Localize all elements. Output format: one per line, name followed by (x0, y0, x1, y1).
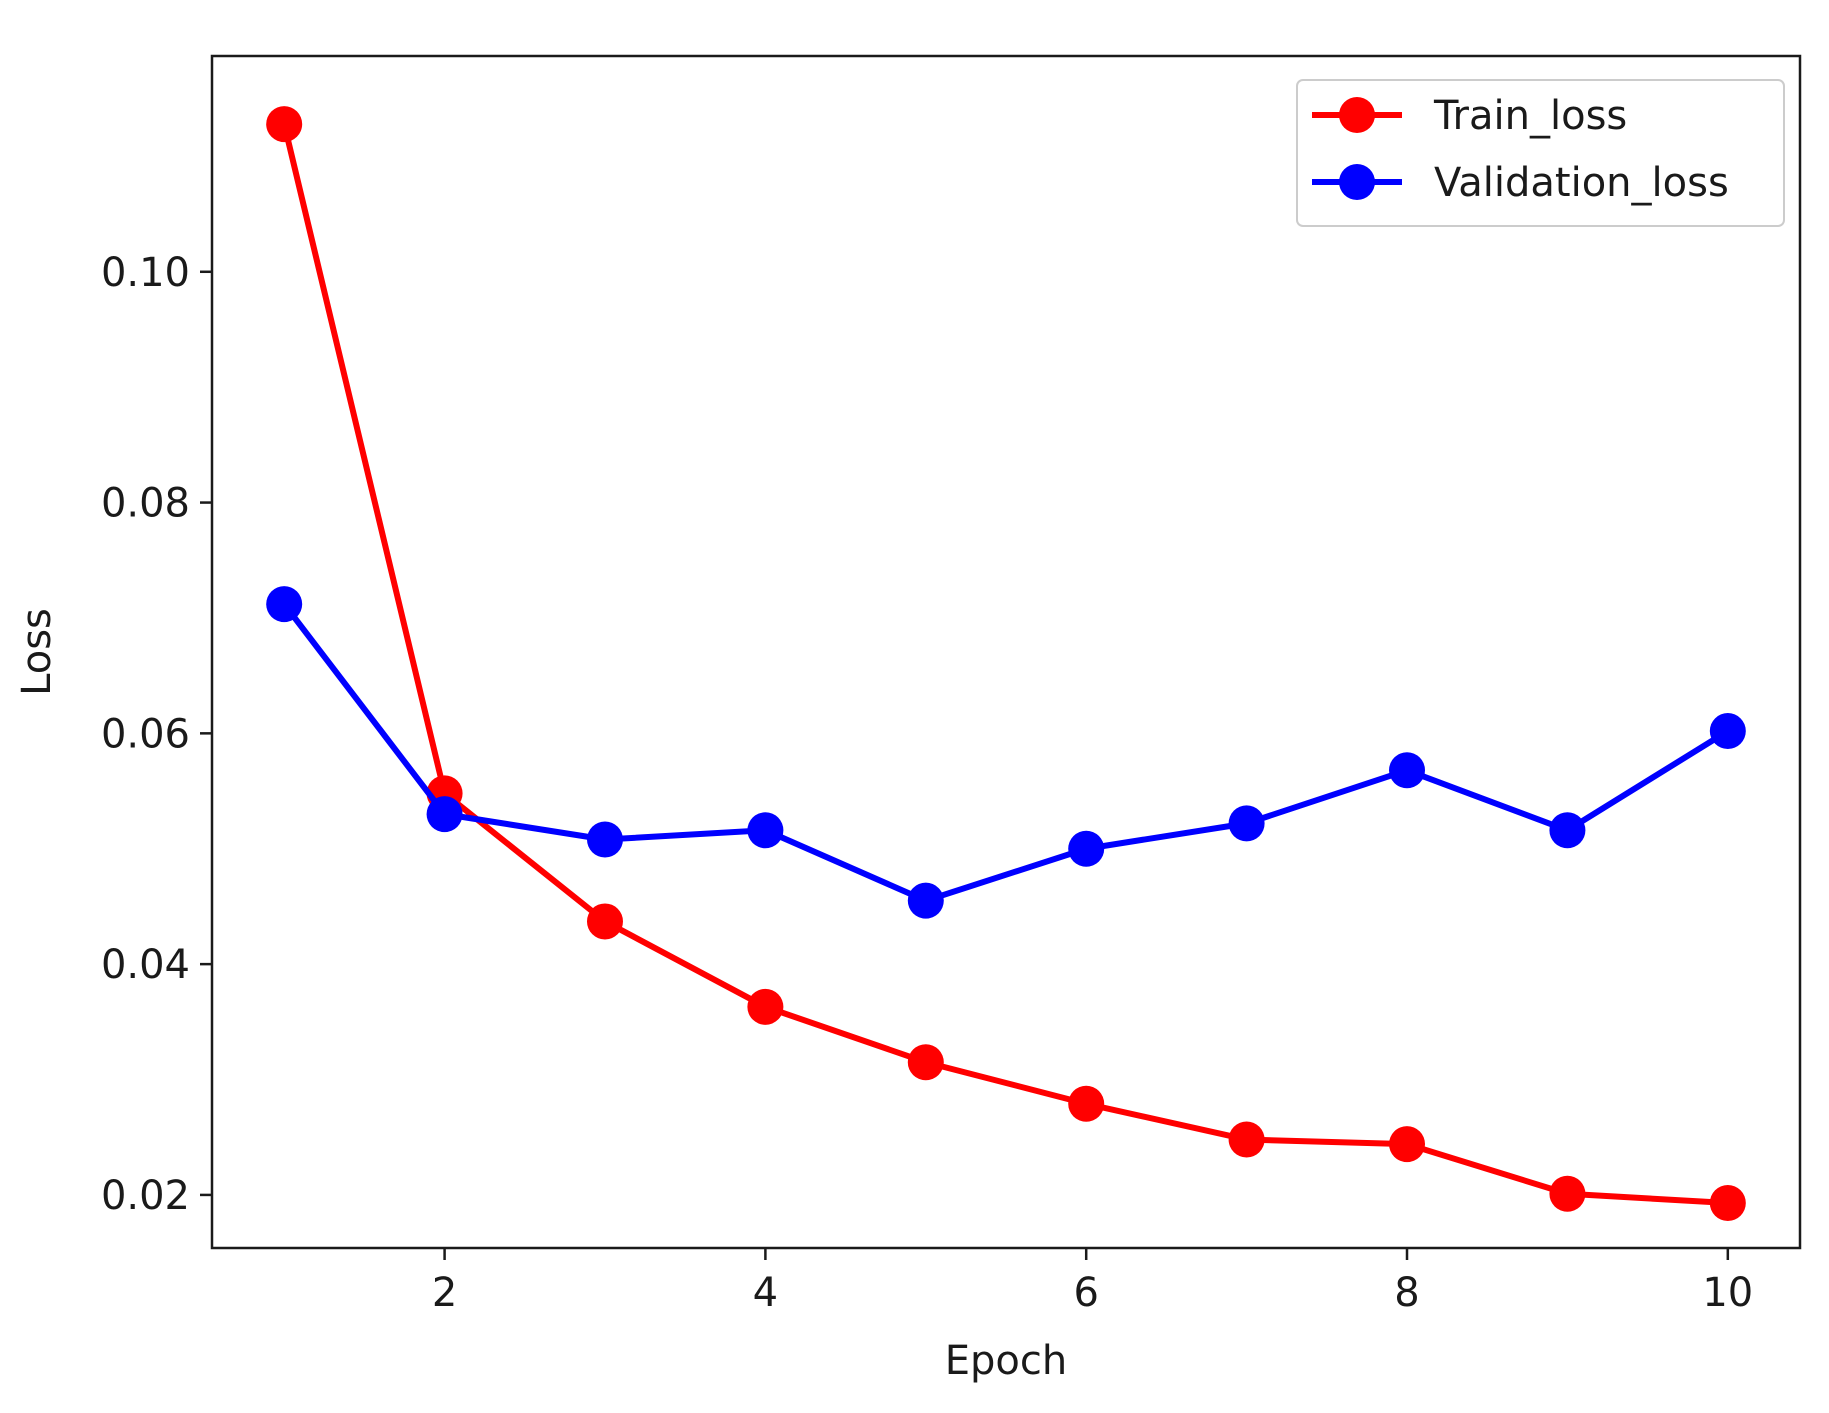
x-tick-label: 6 (1073, 1270, 1098, 1316)
x-tick-label: 2 (432, 1270, 457, 1316)
x-axis-label: Epoch (945, 1338, 1067, 1384)
y-axis-label: Loss (14, 608, 60, 696)
legend: Train_loss Validation_loss (1296, 79, 1785, 227)
legend-label: Train_loss (1433, 93, 1627, 139)
plot-area-frame (210, 54, 1802, 1250)
data-point-validation-loss (1389, 752, 1426, 789)
data-point-train-loss (747, 988, 784, 1025)
series-line-train-loss (281, 121, 1731, 1206)
data-point-validation-loss (747, 812, 784, 849)
data-point-validation-loss (1068, 830, 1105, 867)
data-point-train-loss (1228, 1121, 1265, 1158)
data-point-train-loss (1068, 1085, 1105, 1122)
x-tick-label: 10 (1702, 1270, 1753, 1316)
data-point-validation-loss (1549, 812, 1586, 849)
x-tick-label: 8 (1394, 1270, 1419, 1316)
series-validation-loss (266, 586, 1746, 919)
legend-marker-swatch (1339, 164, 1375, 200)
y-tick-label: 0.08 (101, 481, 190, 527)
data-point-validation-loss (1709, 713, 1746, 750)
y-tick-label: 0.10 (101, 250, 190, 296)
y-axis-ticks: 0.02 0.04 0.06 0.08 0.10 (101, 250, 212, 1219)
data-point-train-loss (907, 1044, 944, 1081)
data-point-train-loss (1549, 1175, 1586, 1212)
legend-box (1296, 79, 1785, 227)
y-tick-label: 0.02 (101, 1173, 190, 1219)
x-tick-label: 4 (753, 1270, 778, 1316)
data-point-train-loss (1389, 1126, 1426, 1163)
data-point-validation-loss (1228, 805, 1265, 842)
legend-item-train-loss: Train_loss (1312, 93, 1627, 139)
legend-label: Validation_loss (1434, 160, 1729, 206)
series-layer (266, 106, 1746, 1221)
data-point-train-loss (266, 106, 303, 143)
data-point-validation-loss (426, 796, 463, 833)
legend-marker-swatch (1339, 97, 1375, 133)
legend-item-validation-loss: Validation_loss (1312, 160, 1729, 206)
y-tick-label: 0.04 (101, 942, 190, 988)
data-point-train-loss (586, 903, 623, 940)
data-point-train-loss (1709, 1184, 1746, 1221)
series-line-validation-loss (281, 601, 1731, 904)
data-point-validation-loss (266, 586, 303, 623)
data-point-validation-loss (586, 821, 623, 858)
data-point-validation-loss (907, 882, 944, 919)
x-axis-ticks: 2 4 6 8 10 (432, 1248, 1753, 1316)
y-tick-label: 0.06 (101, 711, 190, 757)
